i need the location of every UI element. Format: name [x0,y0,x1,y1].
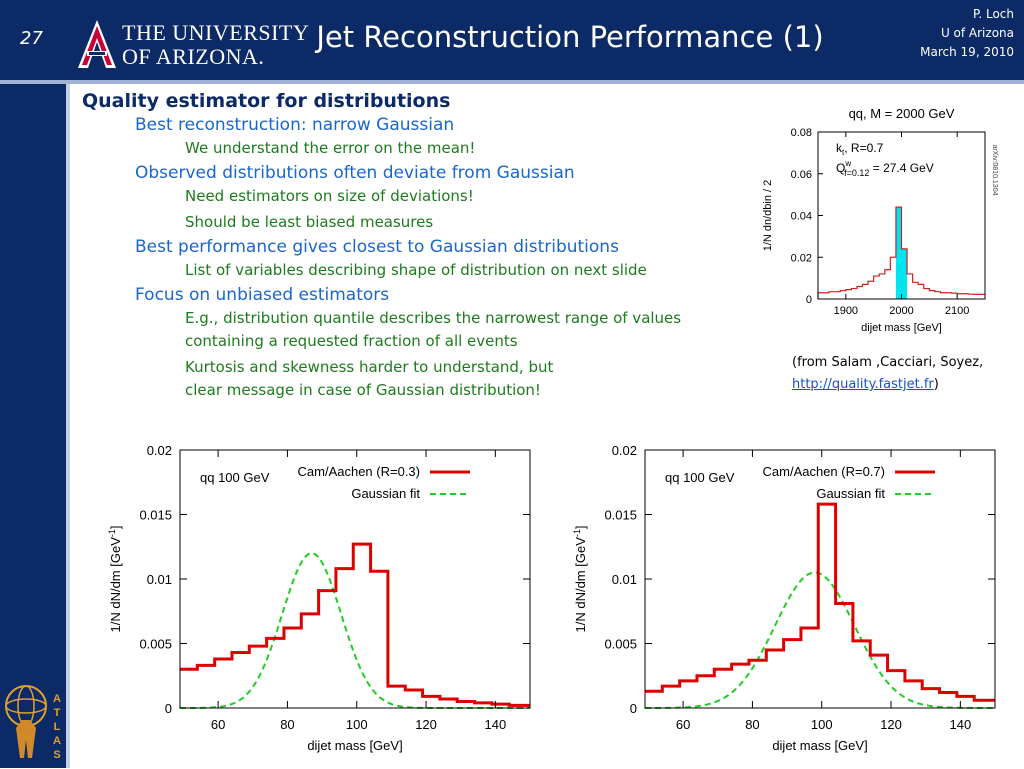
slide-meta: P. Loch U of Arizona March 19, 2010 [920,5,1014,62]
source-prefix: (from Salam ,Cacciari, Soyez, [792,355,984,370]
x-tick-label: 60 [676,717,690,732]
bullet-level2: E.g., distribution quantile describes th… [185,309,682,327]
header-divider [0,80,1024,84]
logo-text-line2: OF ARIZONA. [122,44,265,69]
slide-header [0,0,1024,80]
y-tick-label: 0 [806,294,812,306]
y-axis-label: 1/N dN/dm [GeV-1] [107,525,123,632]
y-tick-label: 0 [630,701,637,716]
atlas-letter: A [53,693,61,705]
x-tick-label: 2100 [945,305,969,317]
legend-title: qq 100 GeV [200,470,270,485]
affiliation: U of Arizona [940,26,1014,40]
page-number: 27 [20,28,43,49]
y-tick-label: 0.02 [612,443,637,458]
legend-entry-histogram: Cam/Aachen (R=0.7) [763,464,885,479]
x-tick-label: 80 [745,717,759,732]
sidebar-divider [66,84,70,768]
y-tick-label: 0.06 [791,169,812,181]
chart-dijet-mass-2000: qq, M = 2000 GeV 1900 2000 2100 0 0.02 0.04 0.0… [762,106,998,334]
y-tick-label: 0.01 [147,572,172,587]
bullet-list: Quality estimator for distributions Best… [82,90,782,405]
gaussian-fit-line [645,571,996,709]
bullet-level2: Should be least biased measures [185,213,434,231]
atlas-figure-icon: A T L A S [5,685,64,761]
x-axis-label: dijet mass [GeV] [861,322,942,334]
x-tick-label: 120 [880,717,902,732]
chart-dijet-mass-r03: 60 80 100 120 140 0 0.005 0.01 0.015 0.02 dijet ma… [107,443,531,753]
y-tick-label: 0.02 [791,252,812,264]
x-tick-label: 60 [211,717,225,732]
atlas-letter: L [54,721,61,733]
y-tick-label: 0.08 [791,127,812,139]
y-axis-label: 1/N dn/dbin / 2 [762,180,774,252]
university-logo: THE UNIVERSITY OF ARIZONA. [76,18,309,70]
y-tick-label: 0.005 [604,637,637,652]
x-tick-label: 100 [811,717,833,732]
bullet-level1: Best performance gives closest to Gaussi… [135,237,619,257]
source-link[interactable]: http://quality.fastjet.fr [792,377,934,392]
x-axis-label: dijet mass [GeV] [772,738,867,753]
left-sidebar [0,84,70,768]
histogram-line [817,206,985,299]
bullet-level0: Quality estimator for distributions [82,90,451,112]
legend-entry-histogram: Cam/Aachen (R=0.3) [298,464,420,479]
x-tick-label: 100 [346,717,368,732]
bullet-level1: Focus on unbiased estimators [135,285,390,305]
y-tick-label: 0.015 [604,508,637,523]
date: March 19, 2010 [920,45,1014,59]
bullet-level2: List of variables describing shape of di… [185,261,647,279]
histogram-line [180,542,530,707]
highlight-bar [895,207,902,299]
arxiv-note: arXiv:0810.1304 [991,145,998,196]
y-tick-label: 0.015 [139,508,172,523]
atlas-letter: A [53,735,61,747]
x-tick-label: 120 [415,717,437,732]
atlas-letter: S [53,749,60,761]
histogram-line [645,502,995,702]
legend-entry-gaussian: Gaussian fit [351,486,420,501]
y-tick-label: 0.01 [612,572,637,587]
legend-algo: kt, R=0.7 [836,141,884,157]
university-a-logo-icon [78,20,116,68]
bullet-level1: Observed distributions often deviate fro… [135,163,575,183]
source-citation: (from Salam ,Cacciari, Soyez, http://qua… [792,352,1017,396]
x-tick-label: 1900 [834,305,858,317]
gaussian-fit-line [180,552,530,709]
legend-title: qq 100 GeV [665,470,735,485]
bullet-continuation: clear message in case of Gaussian distri… [185,381,541,399]
author: P. Loch [972,7,1014,21]
y-tick-label: 0 [165,701,172,716]
bullet-level2: We understand the error on the mean! [185,139,476,157]
logo-text-line1: THE UNIVERSITY [122,20,310,45]
legend-entry-gaussian: Gaussian fit [816,486,885,501]
x-axis-label: dijet mass [GeV] [307,738,402,753]
slide-title: Jet Reconstruction Performance (1) [316,20,824,54]
y-tick-label: 0.005 [139,637,172,652]
x-tick-label: 2000 [889,305,913,317]
source-suffix: ) [933,377,939,392]
bullet-level2: Kurtosis and skewness harder to understa… [185,358,554,376]
chart-dijet-mass-r07: 60 80 100 120 140 0 0.005 0.01 0.015 0.02 dijet ma… [572,443,996,753]
y-axis-label: 1/N dN/dm [GeV-1] [572,525,588,632]
bullet-level1: Best reconstruction: narrow Gaussian [135,115,455,135]
y-tick-label: 0.02 [147,443,172,458]
y-tick-label: 0.04 [791,211,812,223]
x-tick-label: 140 [949,717,971,732]
legend-quantile: Qw f=0.12 = 27.4 GeV [836,159,934,178]
chart-title: qq, M = 2000 GeV [849,106,955,121]
atlas-letter: T [54,707,61,719]
bullet-continuation: containing a requested fraction of all e… [185,332,518,350]
bullet-level2: Need estimators on size of deviations! [185,187,474,205]
x-tick-label: 80 [280,717,294,732]
atlas-logo: A T L A S [2,680,66,764]
x-tick-label: 140 [484,717,506,732]
highlight-bar [901,248,908,299]
